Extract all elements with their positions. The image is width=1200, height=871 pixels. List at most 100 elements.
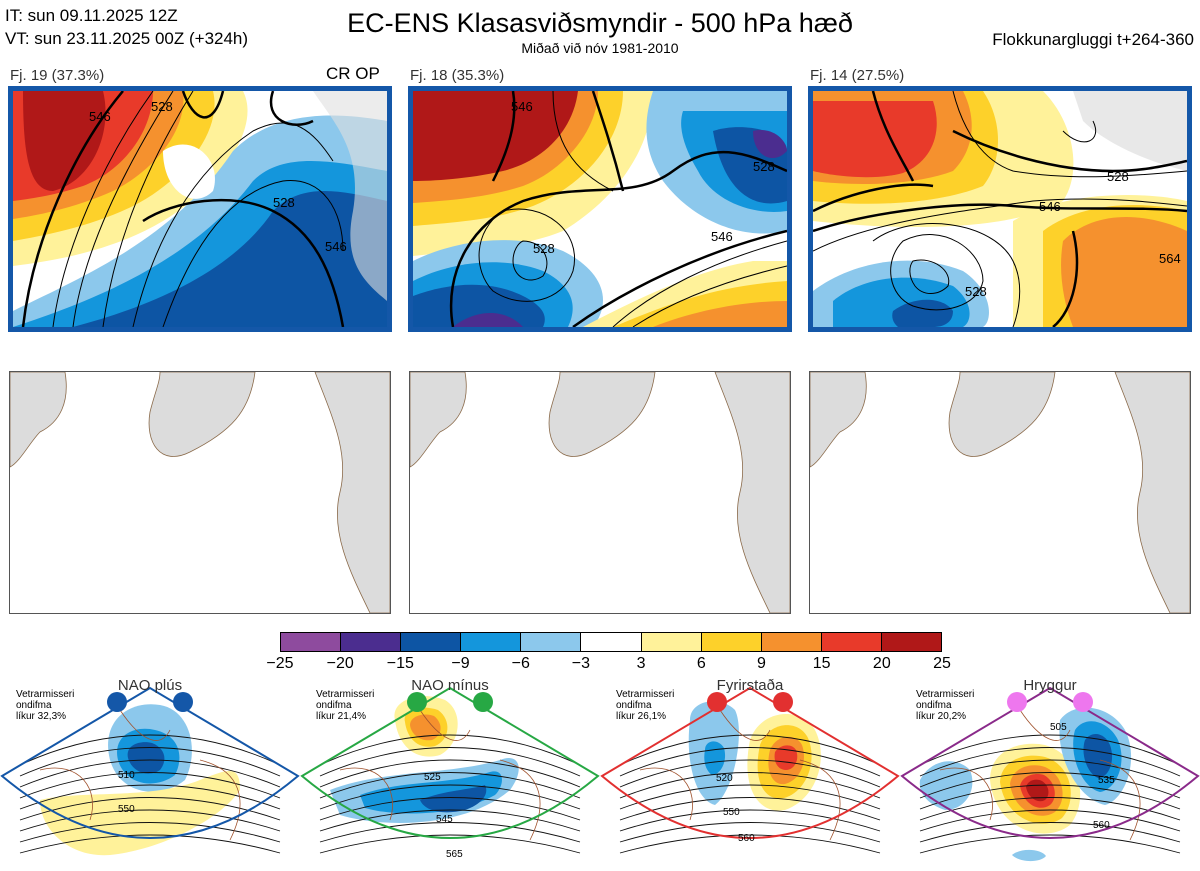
- height-contours: [619, 734, 881, 854]
- contour-label: 528: [151, 99, 173, 114]
- regime-contour-label: 565: [446, 849, 463, 860]
- regime-contour-label: 550: [118, 804, 135, 815]
- anomaly-shade: [40, 770, 240, 856]
- regime-contour-label: 520: [716, 773, 733, 784]
- regime-marker-dot: [773, 692, 793, 712]
- regime-contour-label: 510: [118, 770, 135, 781]
- contour-line: [319, 772, 581, 799]
- contour-line: [619, 822, 881, 843]
- colorbar-tick-label: −6: [511, 655, 530, 672]
- contour-line: [19, 784, 281, 810]
- anomaly-shade: [127, 742, 165, 774]
- contour-line: [919, 747, 1181, 777]
- regime-note-line: Vetrarmisseri: [16, 689, 75, 700]
- contour-label: 528: [753, 159, 775, 174]
- regime-contour-label: 535: [1098, 775, 1115, 786]
- contour-line: [319, 759, 581, 788]
- regime-contour-label: 525: [424, 772, 441, 783]
- sector-border: [900, 686, 1200, 839]
- coastline: [639, 767, 693, 821]
- colorbar-ticks: −25 −20 −15 −9 −6 −3 3 6 9 15 20 25: [266, 655, 950, 675]
- regime-marker-dot: [407, 692, 427, 712]
- coastline: [1099, 759, 1141, 841]
- regime-contour-label: 560: [1093, 820, 1110, 831]
- regime-note-line: ondifma: [616, 700, 652, 711]
- height-contours: [319, 734, 581, 854]
- contour-line: [919, 759, 1181, 788]
- regime-note-line: líkur 21,4%: [316, 711, 367, 722]
- anomaly-shade: [774, 745, 798, 770]
- colorbar-tick-label: −9: [451, 655, 470, 672]
- regime-note-line: ondifma: [316, 700, 352, 711]
- regime-shading: [919, 707, 1132, 862]
- contour-line: [619, 784, 881, 810]
- cluster-map-2: 528 528 546 546: [408, 86, 792, 332]
- sector-border: [300, 686, 600, 839]
- regime-title: Hryggur: [1023, 677, 1077, 694]
- page-title: EC-ENS Klasasviðsmyndir - 500 hPa hæð: [347, 8, 853, 38]
- cluster-map-3: 528 546 564 528: [808, 86, 1192, 332]
- contour-label: 528: [273, 195, 295, 210]
- contour-line: [919, 797, 1181, 821]
- colorbar-swatch: [701, 633, 762, 651]
- cluster-map-1-graphic: 528 546 528 546: [13, 91, 387, 327]
- coastlines: [939, 709, 1141, 841]
- colorbar-swatch: [641, 633, 702, 651]
- contour-line: [919, 784, 1181, 810]
- regime-contour-label: 545: [436, 814, 453, 825]
- contour-line: [19, 834, 281, 854]
- contour-line: [19, 772, 281, 799]
- contour-line: [619, 759, 881, 788]
- contour-line: [319, 784, 581, 810]
- contour-line: [619, 747, 881, 777]
- contour-line: [919, 734, 1181, 766]
- anomaly-shade: [1012, 849, 1046, 862]
- regime-note-line: Vetrarmisseri: [616, 689, 675, 700]
- coastline: [719, 709, 771, 741]
- contour-line: [319, 734, 581, 766]
- colorbar-swatch: [581, 633, 642, 651]
- coastline: [939, 767, 993, 821]
- coastline: [119, 709, 171, 741]
- regime-note-line: ondifma: [16, 700, 52, 711]
- contour-label: 546: [1039, 199, 1061, 214]
- coastline: [499, 759, 541, 841]
- colorbar-swatch: [281, 633, 342, 651]
- colorbar-swatch: [521, 633, 582, 651]
- regime-note-line: líkur 20,2%: [916, 711, 967, 722]
- height-contours: [919, 734, 1181, 854]
- colorbar-swatch: [461, 633, 522, 651]
- regime-note-line: Vetrarmisseri: [916, 689, 975, 700]
- contour-label: 528: [533, 241, 555, 256]
- contour-label: 528: [1107, 169, 1129, 184]
- contour-line: [319, 809, 581, 832]
- coastline: [199, 759, 241, 841]
- cluster-map-3-graphic: 528 546 564 528: [813, 91, 1187, 327]
- panel-2-label: Fj. 18 (35.3%): [410, 67, 505, 84]
- regime-shading: [330, 696, 519, 823]
- regime-contour-label: 560: [738, 833, 755, 844]
- regime-marker-dot: [1073, 692, 1093, 712]
- colorbar-tick-label: −20: [326, 655, 354, 672]
- contour-line: [919, 772, 1181, 799]
- regime-map-3: 520 550 560: [600, 686, 900, 854]
- contour-line: [19, 747, 281, 777]
- colorbar-swatch: [401, 633, 462, 651]
- regime-note: Vetrarmisseri ondifma líkur 20,2%: [916, 689, 974, 722]
- panel-3-label: Fj. 14 (27.5%): [810, 67, 905, 84]
- regime-map-4: 505 535 560: [900, 686, 1200, 862]
- regime-map-2: 525 545 565: [300, 686, 600, 860]
- regime-contour-label: 505: [1050, 722, 1067, 733]
- empty-map-3: [809, 371, 1191, 614]
- coastlines: [339, 709, 541, 841]
- panel-1-tag: CR OP: [326, 64, 380, 83]
- empty-map-1-graphic: [10, 372, 390, 613]
- regime-note-line: líkur 26,1%: [616, 711, 667, 722]
- regime-marker-dot: [707, 692, 727, 712]
- regime-title: NAO plús: [117, 677, 183, 694]
- colorbar-tick-label: −15: [386, 655, 414, 672]
- panel-1-label: Fj. 19 (37.3%): [10, 67, 105, 84]
- colorbar-tick-label: 25: [933, 655, 951, 672]
- page-subtitle: Miðað við nóv 1981-2010: [521, 40, 679, 56]
- colorbar-swatch: [821, 633, 882, 651]
